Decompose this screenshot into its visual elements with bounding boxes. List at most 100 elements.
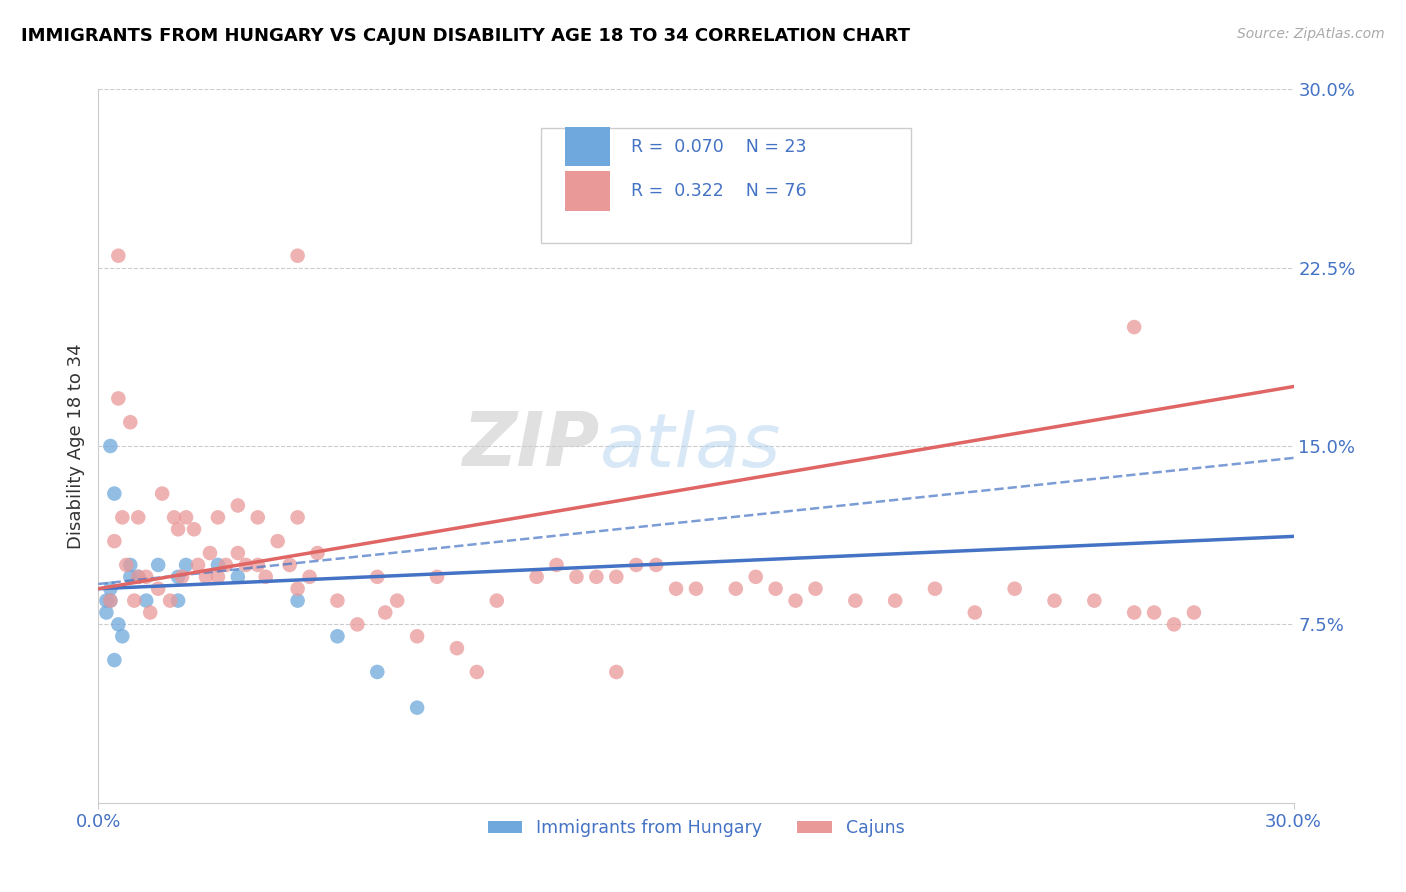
Point bbox=[406, 700, 429, 714]
Point bbox=[246, 558, 269, 572]
Point bbox=[565, 570, 588, 584]
Text: Source: ZipAtlas.com: Source: ZipAtlas.com bbox=[1237, 27, 1385, 41]
Point bbox=[626, 558, 648, 572]
Point bbox=[685, 582, 707, 596]
Point bbox=[120, 558, 142, 572]
Point bbox=[98, 582, 122, 596]
Point bbox=[98, 593, 122, 607]
Point bbox=[526, 570, 548, 584]
Point bbox=[120, 415, 142, 429]
Point bbox=[765, 582, 787, 596]
Point bbox=[278, 558, 301, 572]
Point bbox=[215, 558, 238, 572]
FancyBboxPatch shape bbox=[565, 127, 610, 166]
Point bbox=[1083, 593, 1105, 607]
Point bbox=[235, 558, 257, 572]
Point bbox=[103, 534, 125, 549]
Point bbox=[287, 582, 309, 596]
Point bbox=[207, 570, 229, 584]
Point bbox=[148, 558, 170, 572]
Point bbox=[96, 593, 118, 607]
Point bbox=[605, 570, 627, 584]
Point bbox=[135, 570, 157, 584]
Point bbox=[127, 570, 149, 584]
Point bbox=[124, 593, 146, 607]
Point bbox=[127, 510, 149, 524]
Point bbox=[724, 582, 747, 596]
Point bbox=[963, 606, 986, 620]
FancyBboxPatch shape bbox=[541, 128, 911, 243]
Point bbox=[148, 582, 170, 596]
Point bbox=[127, 570, 149, 584]
Point bbox=[198, 546, 221, 560]
Point bbox=[426, 570, 449, 584]
Point bbox=[385, 593, 409, 607]
Point bbox=[183, 522, 205, 536]
Text: R =  0.322    N = 76: R = 0.322 N = 76 bbox=[631, 182, 807, 200]
Point bbox=[1123, 320, 1146, 334]
Point bbox=[103, 653, 125, 667]
Point bbox=[103, 486, 125, 500]
Text: ZIP: ZIP bbox=[463, 409, 600, 483]
Point bbox=[406, 629, 429, 643]
Point bbox=[465, 665, 488, 679]
Point bbox=[1182, 606, 1205, 620]
Point bbox=[446, 641, 468, 656]
Point bbox=[366, 665, 388, 679]
Point bbox=[884, 593, 907, 607]
Point bbox=[1163, 617, 1185, 632]
Point bbox=[139, 606, 162, 620]
Point bbox=[287, 593, 309, 607]
Point bbox=[546, 558, 568, 572]
Point bbox=[107, 249, 129, 263]
Point bbox=[605, 665, 627, 679]
Point bbox=[226, 570, 249, 584]
Legend: Immigrants from Hungary, Cajuns: Immigrants from Hungary, Cajuns bbox=[481, 813, 911, 844]
Point bbox=[1143, 606, 1166, 620]
Point bbox=[298, 570, 321, 584]
Point bbox=[287, 510, 309, 524]
Point bbox=[111, 629, 134, 643]
Point bbox=[1043, 593, 1066, 607]
Point bbox=[326, 629, 349, 643]
Point bbox=[804, 582, 827, 596]
Point bbox=[115, 558, 138, 572]
Point bbox=[246, 510, 269, 524]
Point bbox=[195, 570, 218, 584]
Point bbox=[1004, 582, 1026, 596]
Point bbox=[326, 593, 349, 607]
Point bbox=[167, 522, 190, 536]
Point bbox=[226, 546, 249, 560]
Point bbox=[745, 570, 768, 584]
Y-axis label: Disability Age 18 to 34: Disability Age 18 to 34 bbox=[66, 343, 84, 549]
Point bbox=[107, 392, 129, 406]
Point bbox=[207, 558, 229, 572]
FancyBboxPatch shape bbox=[565, 171, 610, 211]
Text: IMMIGRANTS FROM HUNGARY VS CAJUN DISABILITY AGE 18 TO 34 CORRELATION CHART: IMMIGRANTS FROM HUNGARY VS CAJUN DISABIL… bbox=[21, 27, 910, 45]
Point bbox=[167, 593, 190, 607]
Point bbox=[96, 606, 118, 620]
Point bbox=[267, 534, 290, 549]
Point bbox=[107, 617, 129, 632]
Point bbox=[374, 606, 396, 620]
Point bbox=[785, 593, 807, 607]
Point bbox=[159, 593, 181, 607]
Text: atlas: atlas bbox=[600, 410, 782, 482]
Point bbox=[163, 510, 186, 524]
Point bbox=[98, 439, 122, 453]
Point bbox=[585, 570, 607, 584]
Point bbox=[346, 617, 368, 632]
Point bbox=[226, 499, 249, 513]
Point bbox=[307, 546, 329, 560]
Point bbox=[98, 593, 122, 607]
Point bbox=[287, 249, 309, 263]
Point bbox=[150, 486, 173, 500]
Point bbox=[207, 510, 229, 524]
Point bbox=[187, 558, 209, 572]
Point bbox=[366, 570, 388, 584]
Point bbox=[645, 558, 668, 572]
Point bbox=[1123, 606, 1146, 620]
Point bbox=[485, 593, 508, 607]
Text: R =  0.070    N = 23: R = 0.070 N = 23 bbox=[631, 137, 807, 155]
Point bbox=[924, 582, 946, 596]
